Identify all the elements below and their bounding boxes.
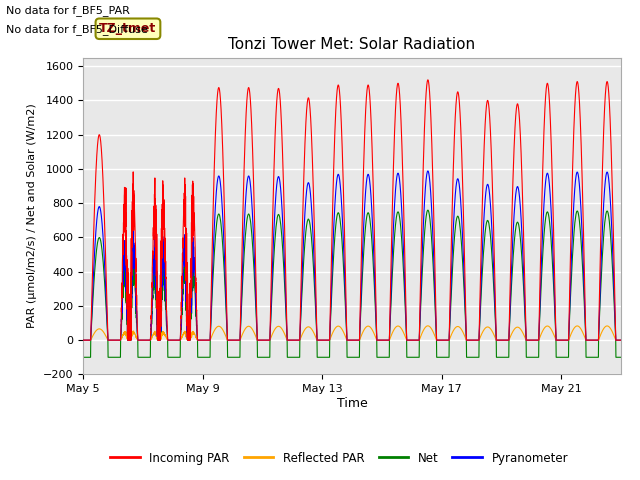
- Legend: Incoming PAR, Reflected PAR, Net, Pyranometer: Incoming PAR, Reflected PAR, Net, Pyrano…: [106, 447, 573, 469]
- Text: TZ_tmet: TZ_tmet: [99, 22, 157, 35]
- Text: No data for f_BF5_Diffuse: No data for f_BF5_Diffuse: [6, 24, 148, 35]
- Title: Tonzi Tower Met: Solar Radiation: Tonzi Tower Met: Solar Radiation: [228, 37, 476, 52]
- X-axis label: Time: Time: [337, 397, 367, 410]
- Text: No data for f_BF5_PAR: No data for f_BF5_PAR: [6, 5, 131, 16]
- Y-axis label: PAR (μmol/m2/s) / Net and Solar (W/m2): PAR (μmol/m2/s) / Net and Solar (W/m2): [28, 104, 37, 328]
